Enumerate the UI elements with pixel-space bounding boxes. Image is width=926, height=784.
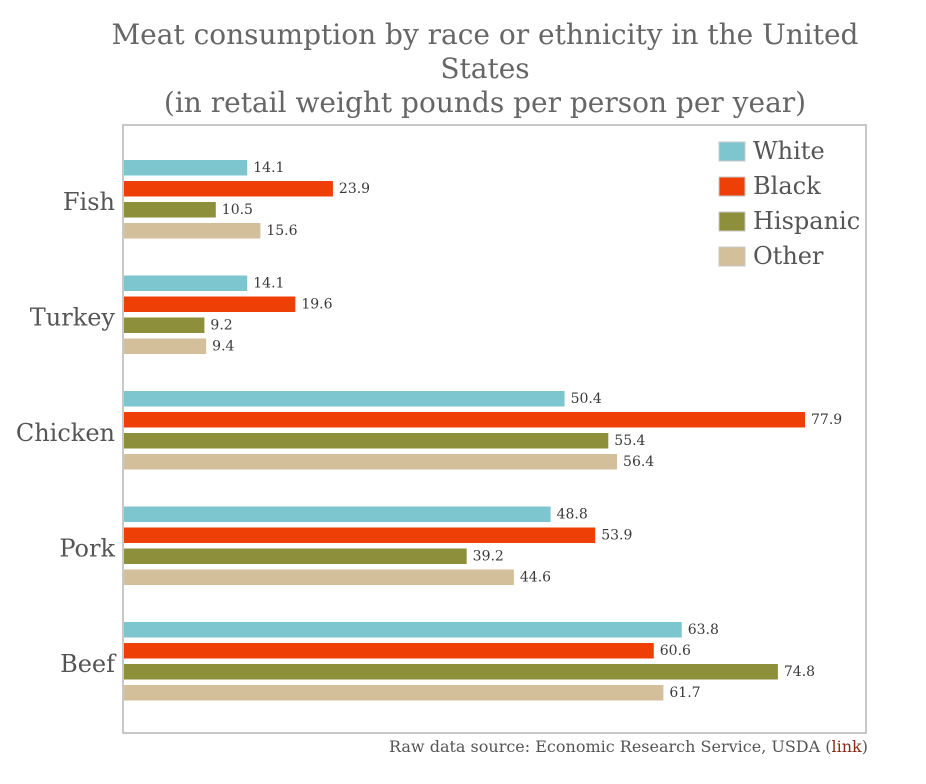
category-label-fish: Fish bbox=[63, 188, 115, 216]
data-label-turkey-hispanic: 9.2 bbox=[210, 318, 232, 334]
bar-beef-white bbox=[124, 622, 682, 638]
data-label-pork-white: 48.8 bbox=[557, 507, 588, 523]
legend-swatch-hispanic bbox=[718, 211, 746, 232]
bar-fish-white bbox=[124, 160, 248, 176]
category-labels-layer: Fish Turkey Chicken Pork Beef bbox=[16, 188, 117, 678]
bar-fish-other bbox=[124, 223, 261, 239]
legend-label-other: Other bbox=[753, 242, 824, 270]
bar-pork-black bbox=[124, 527, 596, 543]
bar-chicken-black bbox=[124, 412, 805, 428]
data-label-turkey-other: 9.4 bbox=[212, 339, 234, 355]
category-label-beef: Beef bbox=[60, 650, 117, 678]
data-label-chicken-white: 50.4 bbox=[571, 391, 602, 407]
data-source-note: Raw data source: Economic Research Servi… bbox=[389, 737, 868, 756]
legend-label-black: Black bbox=[753, 172, 821, 200]
legend-label-white: White bbox=[753, 137, 825, 165]
data-label-pork-black: 53.9 bbox=[601, 528, 632, 544]
source-text: Raw data source: Economic Research Servi… bbox=[388, 737, 832, 756]
source-close-paren: ) bbox=[861, 737, 868, 756]
data-label-turkey-black: 19.6 bbox=[301, 297, 332, 313]
legend-swatch-other bbox=[718, 246, 746, 267]
bar-pork-other bbox=[124, 569, 514, 585]
data-label-pork-other: 44.6 bbox=[520, 570, 551, 586]
bar-fish-black bbox=[124, 181, 333, 197]
category-label-turkey: Turkey bbox=[30, 304, 116, 332]
data-label-fish-hispanic: 10.5 bbox=[222, 202, 253, 218]
chart-title-line-3: (in retail weight pounds per person per … bbox=[163, 86, 807, 119]
bar-pork-white bbox=[124, 506, 551, 522]
data-label-beef-hispanic: 74.8 bbox=[784, 664, 815, 680]
legend-swatch-black bbox=[718, 176, 746, 197]
bar-beef-black bbox=[124, 643, 654, 659]
category-label-pork: Pork bbox=[59, 535, 115, 563]
chart-title: Meat consumption by race or ethnicity in… bbox=[40, 18, 926, 120]
bar-chicken-white bbox=[124, 391, 565, 407]
data-label-fish-white: 14.1 bbox=[253, 160, 284, 176]
data-label-chicken-hispanic: 55.4 bbox=[614, 433, 645, 449]
category-label-chicken: Chicken bbox=[16, 419, 115, 447]
bar-pork-hispanic bbox=[124, 548, 467, 564]
bar-chicken-other bbox=[124, 454, 618, 470]
data-label-beef-black: 60.6 bbox=[660, 643, 691, 659]
chart-title-line-2: States bbox=[440, 52, 530, 85]
chart-title-line-1: Meat consumption by race or ethnicity in… bbox=[111, 18, 859, 51]
bar-turkey-hispanic bbox=[124, 317, 205, 333]
bar-turkey-other bbox=[124, 338, 207, 354]
bar-turkey-white bbox=[124, 275, 248, 291]
legend-label-hispanic: Hispanic bbox=[753, 207, 860, 235]
bar-fish-hispanic bbox=[124, 202, 216, 218]
data-label-pork-hispanic: 39.2 bbox=[473, 549, 504, 565]
data-label-beef-white: 63.8 bbox=[688, 622, 719, 638]
source-link[interactable]: link bbox=[831, 737, 862, 756]
data-label-fish-other: 15.6 bbox=[266, 223, 297, 239]
bars-layer: 14.1 23.9 10.5 15.6 14.1 19.6 9.2 9.4 50.4 77.9 55… bbox=[124, 160, 842, 701]
bar-turkey-black bbox=[124, 296, 296, 312]
data-label-chicken-other: 56.4 bbox=[623, 454, 654, 470]
legend: White Black Hispanic Other bbox=[718, 137, 860, 270]
data-label-beef-other: 61.7 bbox=[669, 685, 700, 701]
data-label-chicken-black: 77.9 bbox=[811, 412, 842, 428]
legend-swatch-white bbox=[718, 141, 746, 162]
data-label-fish-black: 23.9 bbox=[339, 181, 370, 197]
bar-beef-other bbox=[124, 685, 664, 701]
data-label-turkey-white: 14.1 bbox=[253, 276, 284, 292]
bar-chicken-hispanic bbox=[124, 433, 609, 449]
bar-beef-hispanic bbox=[124, 664, 778, 680]
